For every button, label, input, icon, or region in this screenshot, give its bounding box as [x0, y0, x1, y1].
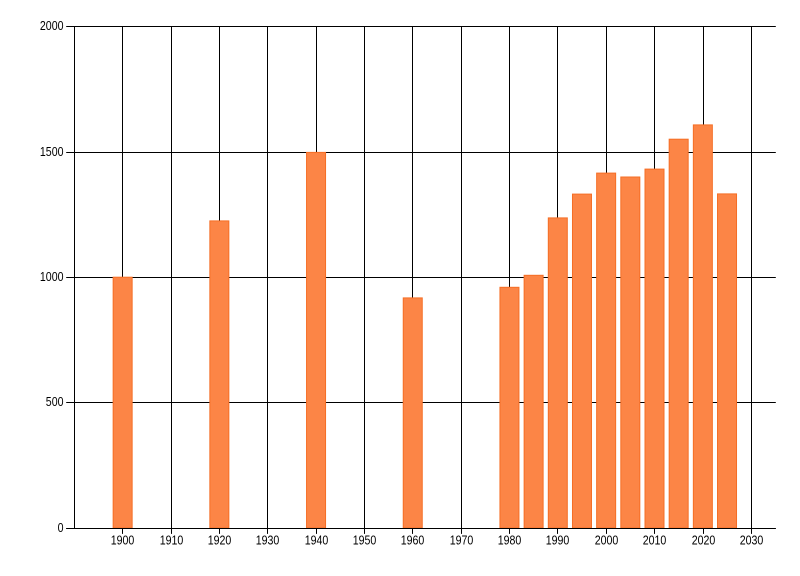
svg-text:1920: 1920 [208, 533, 232, 548]
svg-text:1930: 1930 [256, 533, 280, 548]
svg-text:1500: 1500 [40, 144, 64, 159]
svg-text:1990: 1990 [546, 533, 570, 548]
svg-text:1950: 1950 [353, 533, 377, 548]
svg-text:1000: 1000 [40, 269, 64, 284]
svg-text:2030: 2030 [740, 533, 764, 548]
svg-text:0: 0 [58, 520, 64, 535]
svg-text:1940: 1940 [305, 533, 329, 548]
svg-text:2020: 2020 [692, 533, 716, 548]
svg-text:2010: 2010 [643, 533, 667, 548]
svg-text:1970: 1970 [450, 533, 474, 548]
svg-text:1960: 1960 [401, 533, 425, 548]
svg-text:1980: 1980 [498, 533, 522, 548]
svg-text:1900: 1900 [111, 533, 135, 548]
svg-text:2000: 2000 [40, 18, 64, 33]
svg-text:500: 500 [46, 394, 64, 409]
svg-text:1910: 1910 [160, 533, 184, 548]
svg-text:2000: 2000 [595, 533, 619, 548]
